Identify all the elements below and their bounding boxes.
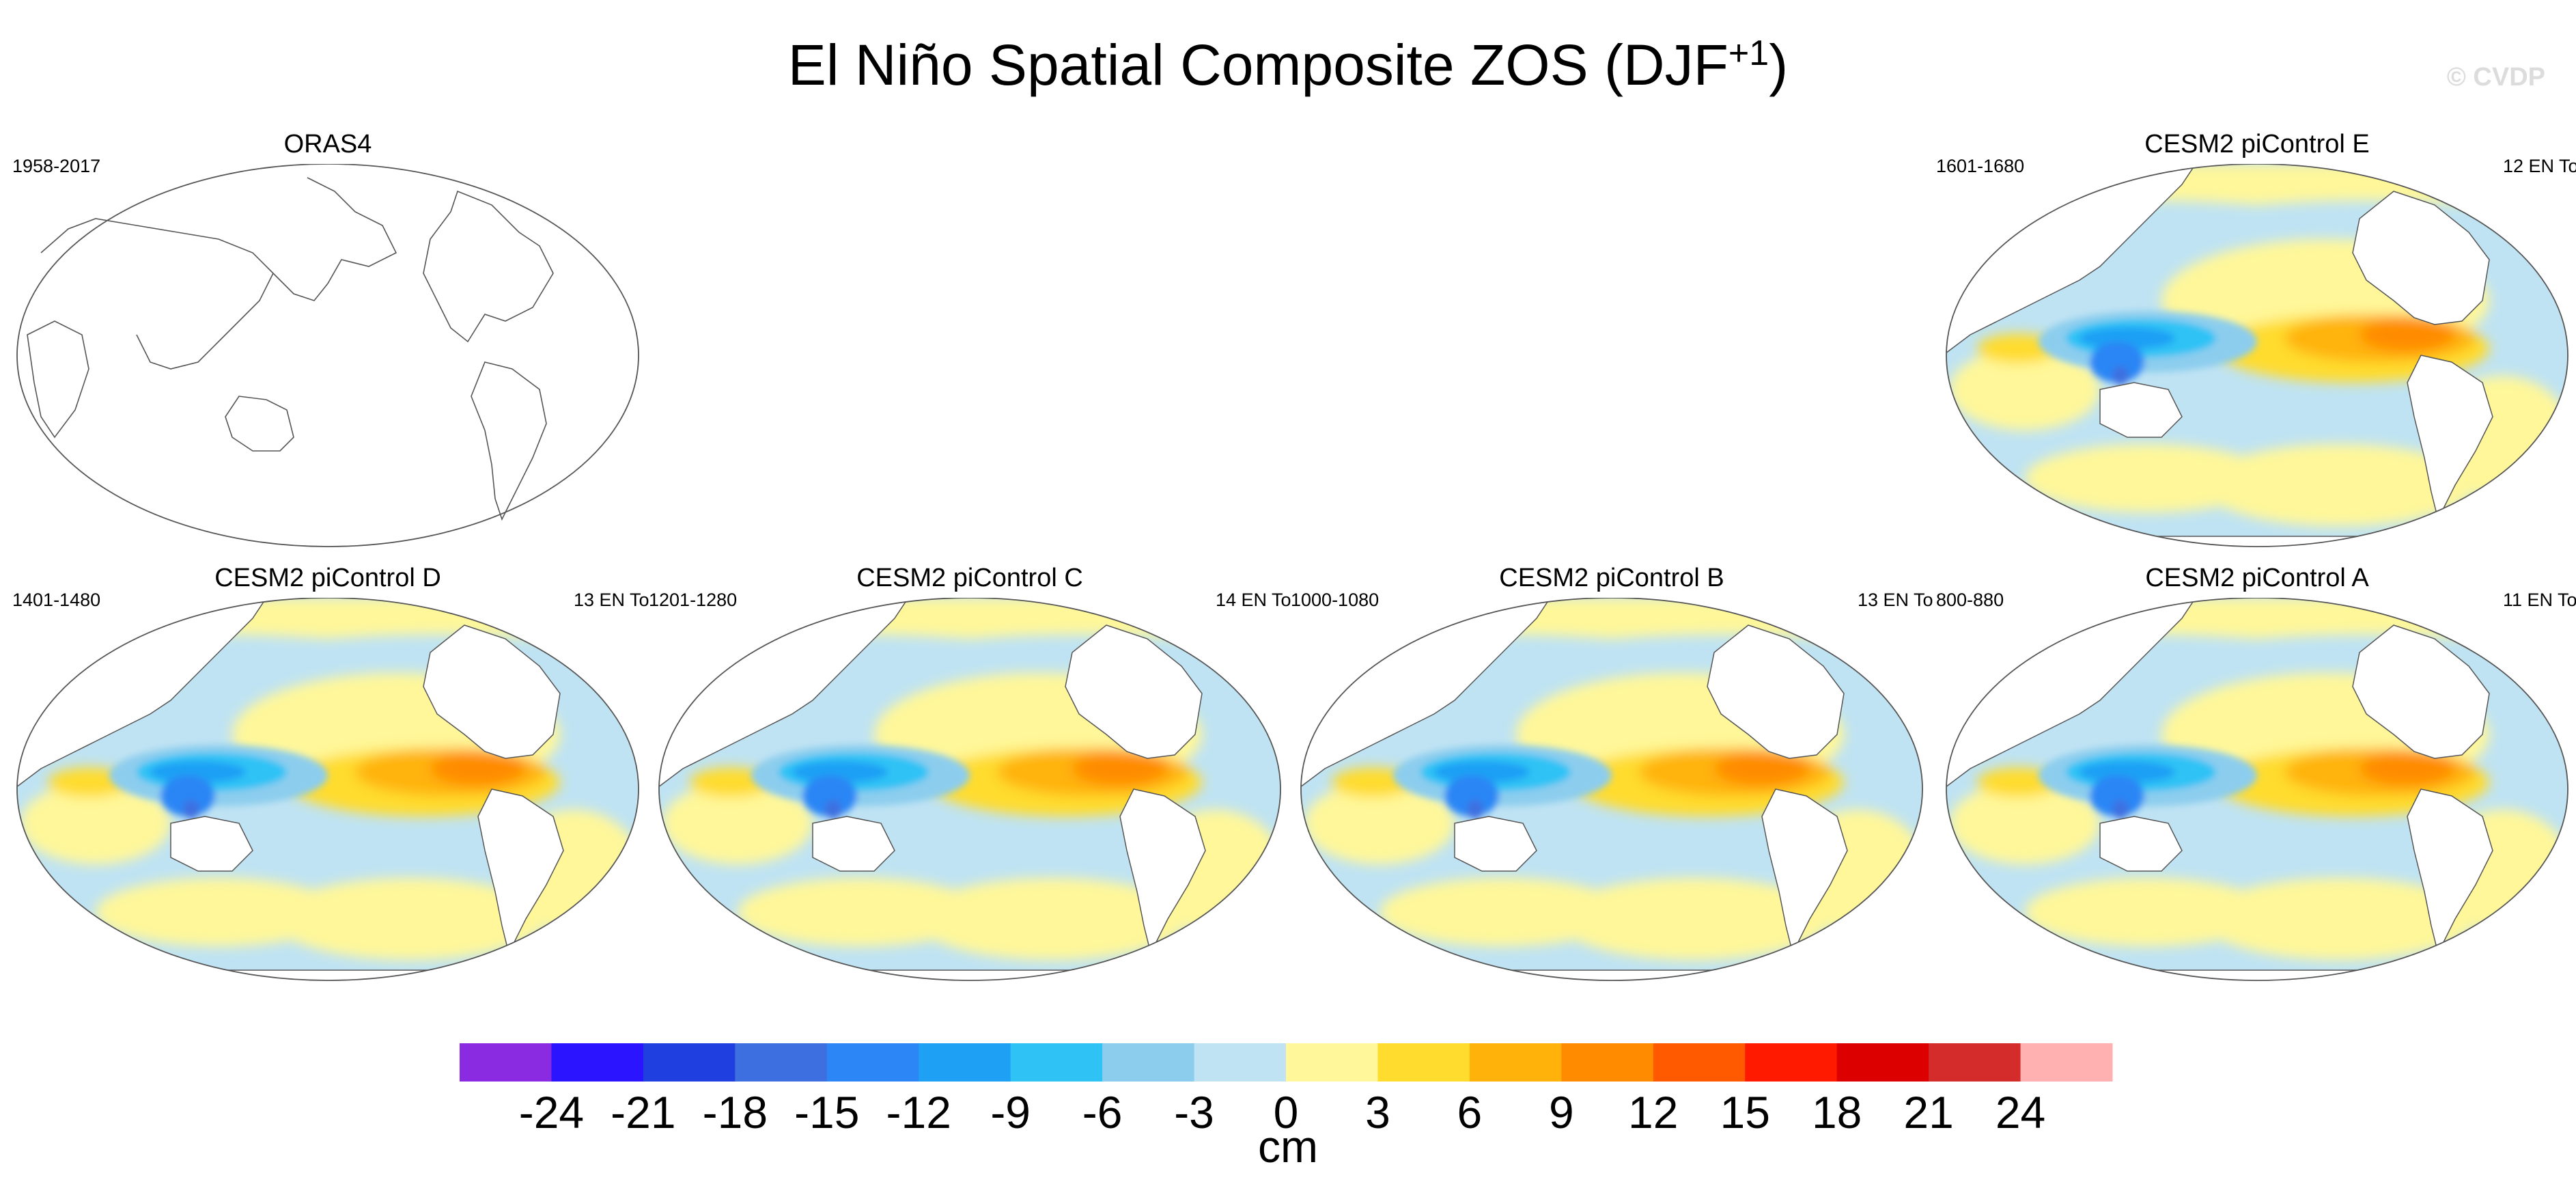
colorbar-tick-label: -9 [990, 1087, 1031, 1138]
panel-cesm2-e: CESM2 piControl E 1601-1680 12 EN Tot [1936, 130, 2576, 553]
map-cesm2-d [16, 598, 639, 981]
colorbar-swatch [919, 1043, 1011, 1082]
panel-years: 800-880 [1936, 590, 2004, 610]
colorbar-swatch [1102, 1043, 1195, 1082]
colorbar-swatch [1929, 1043, 2021, 1082]
panel-years: 1401-1480 [12, 590, 101, 610]
panel-count: 11 EN Tot [2503, 590, 2576, 610]
colorbar-swatch [1469, 1043, 1562, 1082]
panel-years: 1000-1080 [1291, 590, 1380, 610]
colorbar-tick-label: 9 [1548, 1087, 1574, 1138]
figure-title: El Niño Spatial Composite ZOS (DJF+1) [787, 33, 1789, 97]
panel-title: ORAS4 [283, 130, 372, 159]
colorbar-swatch [1561, 1043, 1654, 1082]
panel-title: CESM2 piControl B [1499, 564, 1724, 592]
panel-cesm2-c: CESM2 piControl C 1201-1280 14 EN Tot [649, 564, 1291, 987]
panel-cesm2-b: CESM2 piControl B 1000-1080 13 EN Tot [1291, 564, 1933, 987]
colorbar-tick-label: 3 [1365, 1087, 1390, 1138]
colorbar-tick-label: 15 [1720, 1087, 1770, 1138]
colorbar-swatch [1653, 1043, 1746, 1082]
colorbar-swatch [735, 1043, 828, 1082]
panel-count: 12 EN Tot [2503, 156, 2576, 176]
colorbar-tick-label: 18 [1811, 1087, 1862, 1138]
colorbar-tick-label: -15 [794, 1087, 860, 1138]
panel-title: CESM2 piControl E [2144, 130, 2370, 159]
panel-title: CESM2 piControl C [856, 564, 1083, 592]
colorbar-tick-label: 12 [1628, 1087, 1679, 1138]
colorbar-tick-label: -6 [1082, 1087, 1123, 1138]
map-cesm2-a [1946, 598, 2568, 981]
panel-cesm2-a: CESM2 piControl A 800-880 11 EN Tot [1936, 564, 2576, 987]
colorbar-units: cm [1258, 1121, 1318, 1172]
colorbar-swatch [1745, 1043, 1838, 1082]
colorbar-swatch [1010, 1043, 1103, 1082]
map-oras4 [16, 164, 639, 547]
panel-years: 1601-1680 [1936, 156, 2025, 176]
panel-cesm2-d: CESM2 piControl D 1401-1480 13 EN Tot [7, 564, 649, 987]
colorbar-swatch [2020, 1043, 2113, 1082]
panel-years: 1201-1280 [649, 590, 738, 610]
colorbar-swatch [643, 1043, 736, 1082]
panel-oras4: ORAS4 1958-2017 [7, 130, 649, 553]
map-cesm2-c [658, 598, 1281, 981]
colorbar-swatch [1286, 1043, 1378, 1082]
colorbar-tick-label: 24 [1995, 1087, 2046, 1138]
panel-count: 13 EN Tot [1858, 590, 1933, 610]
colorbar-swatch [460, 1043, 552, 1082]
colorbar-tick-label: -3 [1174, 1087, 1214, 1138]
colorbar-tick-label: -12 [886, 1087, 951, 1138]
colorbar-tick-label: 0 [1273, 1087, 1299, 1138]
colorbar-tick-label: -21 [611, 1087, 676, 1138]
colorbar-tick-label: 21 [1903, 1087, 1954, 1138]
colorbar-tick-label: -24 [518, 1087, 585, 1138]
panel-title: CESM2 piControl D [214, 564, 441, 592]
panel-count: 14 EN Tot [1216, 590, 1291, 610]
colorbar-swatch [1377, 1043, 1470, 1082]
colorbar-swatches [460, 1043, 2113, 1082]
credit-watermark: © CVDP [2446, 63, 2545, 92]
colorbar-swatch [1836, 1043, 1929, 1082]
map-cesm2-b [1300, 598, 1923, 981]
colorbar-swatch [1194, 1043, 1287, 1082]
colorbar-tick-label: 6 [1457, 1087, 1483, 1138]
colorbar-swatch [826, 1043, 919, 1082]
panel-title: CESM2 piControl A [2145, 564, 2369, 592]
panel-years: 1958-2017 [12, 156, 101, 176]
colorbar-swatch [551, 1043, 644, 1082]
map-cesm2-e [1946, 164, 2568, 547]
colorbar-tick-label: -18 [702, 1087, 768, 1138]
panel-count: 13 EN Tot [574, 590, 649, 610]
